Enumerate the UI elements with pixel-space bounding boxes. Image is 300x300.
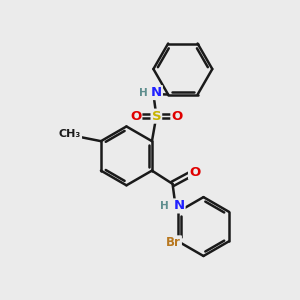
Text: CH₃: CH₃ [59, 129, 81, 139]
Text: O: O [189, 166, 200, 178]
Text: O: O [130, 110, 141, 123]
Text: H: H [139, 88, 148, 98]
Text: N: N [173, 200, 184, 212]
Text: N: N [151, 86, 162, 99]
Text: Br: Br [166, 236, 181, 249]
Text: H: H [160, 201, 169, 211]
Text: O: O [171, 110, 183, 123]
Text: S: S [152, 110, 161, 123]
